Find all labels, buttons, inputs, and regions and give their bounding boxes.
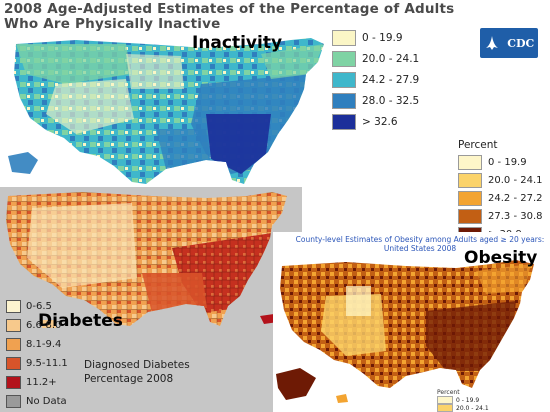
legend-label: 0 - 19.9 <box>456 396 480 404</box>
obesity-percent-legend: Percent 0 - 19.9 20.0 - 24.1 24.2 - 27.2… <box>454 137 550 245</box>
legend-item: 0-6.5 <box>6 298 68 314</box>
legend-label: 27.3 - 30.8 <box>488 211 543 222</box>
legend-label: 0-6.5 <box>26 300 52 312</box>
legend-swatch <box>458 173 482 188</box>
cdc-logo: CDC <box>480 28 538 58</box>
legend-swatch <box>458 191 482 206</box>
legend-item: 28.0 - 32.5 <box>332 91 452 110</box>
legend-label: 20.0 - 24.1 <box>362 52 420 65</box>
legend-label: 24.2 - 27.9 <box>362 73 420 86</box>
legend-swatch <box>332 71 356 88</box>
legend-swatch <box>6 299 21 313</box>
legend-item: 24.2 - 27.9 <box>332 70 452 89</box>
obesity-label: Obesity <box>464 248 538 268</box>
legend-item: 0 - 19.9 <box>437 396 489 404</box>
legend-item: 8.1-9.4 <box>6 336 68 352</box>
legend-swatch <box>6 337 21 351</box>
inactivity-us-map <box>8 38 324 184</box>
legend-item: 20.0 - 24.1 <box>454 172 550 189</box>
cdc-logo-text: CDC <box>507 36 535 50</box>
hhs-eagle-icon <box>485 36 498 50</box>
inactivity-legend: 0 - 19.9 20.0 - 24.1 24.2 - 27.9 28.0 - … <box>332 28 452 133</box>
legend-swatch <box>437 404 453 412</box>
obesity-small-legend: Percent 0 - 19.9 20.0 - 24.1 <box>437 389 489 412</box>
legend-swatch <box>458 209 482 224</box>
legend-label: 20.0 - 24.1 <box>488 175 543 186</box>
legend-swatch <box>332 113 356 130</box>
diabetes-label: Diabetes <box>38 311 123 331</box>
legend-item: > 32.6 <box>332 112 452 131</box>
obesity-us-map <box>276 260 534 403</box>
legend-swatch <box>332 29 356 46</box>
legend-item: 20.0 - 24.1 <box>437 404 489 412</box>
legend-item: 6.6-8.0 <box>6 317 68 333</box>
legend-label: 20.0 - 24.1 <box>456 404 489 412</box>
legend-label: > 32.6 <box>362 115 398 128</box>
inactivity-label: Inactivity <box>192 33 283 53</box>
legend-swatch <box>6 356 21 370</box>
legend-swatch <box>6 375 21 389</box>
legend-swatch <box>437 396 453 404</box>
diabetes-us-map <box>6 192 287 328</box>
legend-item: 0 - 19.9 <box>332 28 452 47</box>
legend-swatch <box>458 155 482 170</box>
legend-label: 0 - 19.9 <box>362 31 403 44</box>
diabetes-caption: Diagnosed Diabetes Percentage 2008 <box>84 358 190 386</box>
legend-label: 6.6-8.0 <box>26 319 62 331</box>
legend-item: 11.2+ <box>6 374 68 390</box>
legend-label: 8.1-9.4 <box>26 338 62 350</box>
legend-swatch <box>332 92 356 109</box>
legend-label: 0 - 19.9 <box>488 157 527 168</box>
legend-label: 9.5-11.1 <box>26 357 68 369</box>
legend-item: 24.2 - 27.2 <box>454 190 550 207</box>
legend-swatch <box>6 394 21 408</box>
legend-item: 0 - 19.9 <box>454 154 550 171</box>
legend-item: 9.5-11.1 <box>6 355 68 371</box>
legend-swatch <box>6 318 21 332</box>
legend-header: Percent <box>437 389 460 396</box>
obesity-map-title: County-level Estimates of Obesity among … <box>290 235 550 253</box>
legend-label: 11.2+ <box>26 376 57 388</box>
diabetes-caption-line: Diagnosed Diabetes <box>84 359 190 371</box>
legend-item: 27.3 - 30.8 <box>454 208 550 225</box>
inactivity-map-title: 2008 Age-Adjusted Estimates of the Perce… <box>4 1 455 32</box>
diabetes-caption-line: Percentage 2008 <box>84 373 174 385</box>
diabetes-legend: 0-6.5 6.6-8.0 8.1-9.4 9.5-11.1 11.2+ No … <box>6 298 68 412</box>
legend-header: Percent <box>458 139 498 151</box>
legend-swatch <box>332 50 356 67</box>
legend-item: 20.0 - 24.1 <box>332 49 452 68</box>
legend-label: No Data <box>26 395 67 407</box>
legend-label: 28.0 - 32.5 <box>362 94 420 107</box>
obesity-title-line: County-level Estimates of Obesity among … <box>295 235 545 244</box>
obesity-title-line: United States 2008 <box>383 244 457 253</box>
legend-label: 24.2 - 27.2 <box>488 193 543 204</box>
legend-item: No Data <box>6 393 68 409</box>
